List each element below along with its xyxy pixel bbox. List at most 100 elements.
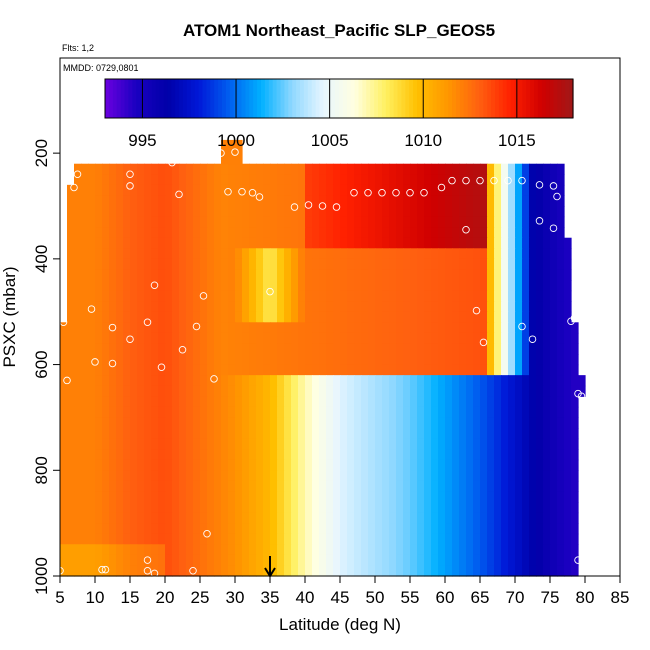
heatmap-cell	[95, 227, 103, 239]
heatmap-cell	[501, 237, 509, 249]
heatmap-cell	[88, 184, 96, 197]
heatmap-cell	[424, 248, 432, 260]
heatmap-cell	[228, 301, 236, 313]
heatmap-cell	[571, 428, 579, 440]
heatmap-cell	[291, 227, 299, 239]
heatmap-cell	[151, 322, 159, 334]
heatmap-cell	[487, 354, 495, 366]
heatmap-cell	[515, 459, 523, 471]
heatmap-cell	[298, 248, 306, 260]
heatmap-cell	[193, 195, 201, 207]
heatmap-cell	[515, 195, 523, 207]
heatmap-cell	[207, 438, 215, 450]
heatmap-cell	[354, 544, 362, 556]
heatmap-cell	[550, 480, 558, 493]
heatmap-cell	[389, 417, 397, 429]
heatmap-cell	[81, 364, 89, 376]
heatmap-cell	[536, 502, 544, 514]
heatmap-cell	[410, 491, 418, 503]
heatmap-cell	[501, 269, 509, 281]
heatmap-cell	[144, 554, 152, 567]
heatmap-cell	[151, 554, 159, 567]
heatmap-cell	[158, 322, 166, 334]
heatmap-cell	[81, 184, 89, 197]
heatmap-cell	[375, 533, 383, 545]
heatmap-cell	[95, 375, 103, 387]
heatmap-cell	[172, 174, 180, 186]
heatmap-cell	[522, 343, 530, 355]
heatmap-cell	[529, 438, 537, 450]
heatmap-cell	[242, 544, 250, 556]
observation-point	[224, 187, 232, 196]
heatmap-cell	[319, 237, 327, 249]
heatmap-cell	[438, 290, 446, 302]
colorbar-segment	[475, 79, 480, 118]
heatmap-cell	[193, 544, 201, 556]
heatmap-cell	[543, 406, 551, 419]
colorbar-segment	[280, 79, 285, 118]
heatmap-cell	[543, 396, 551, 408]
heatmap-cell	[67, 322, 75, 334]
colorbar-segment	[565, 79, 570, 118]
heatmap-cell	[81, 417, 89, 429]
heatmap-cell	[354, 290, 362, 302]
heatmap-cell	[396, 385, 404, 397]
heatmap-cell	[487, 163, 495, 175]
colorbar-segment	[112, 79, 118, 118]
heatmap-cell	[564, 554, 572, 567]
heatmap-cell	[445, 184, 453, 197]
heatmap-cell	[473, 354, 481, 366]
heatmap-cell	[116, 216, 124, 228]
heatmap-cell	[424, 449, 432, 461]
heatmap-cell	[543, 480, 551, 493]
heatmap-cell	[151, 385, 159, 397]
heatmap-cell	[179, 174, 187, 186]
heatmap-cell	[277, 248, 285, 260]
heatmap-cell	[172, 258, 180, 271]
heatmap-cell	[431, 406, 439, 419]
heatmap-cell	[249, 332, 257, 345]
heatmap-cell	[137, 512, 145, 524]
heatmap-cell	[459, 343, 467, 355]
heatmap-cell	[256, 311, 264, 323]
heatmap-cell	[193, 174, 201, 186]
heatmap-cell	[522, 449, 530, 461]
heatmap-cell	[438, 449, 446, 461]
heatmap-cell	[137, 364, 145, 376]
heatmap-cell	[340, 332, 348, 345]
heatmap-cell	[368, 354, 376, 366]
heatmap-cell	[200, 512, 208, 524]
heatmap-cell	[158, 417, 166, 429]
heatmap-cell	[186, 237, 194, 249]
heatmap-cell	[151, 375, 159, 387]
heatmap-cell	[564, 322, 572, 334]
heatmap-cell	[403, 449, 411, 461]
heatmap-cell	[270, 248, 278, 260]
heatmap-cell	[368, 258, 376, 271]
heatmap-cell	[137, 290, 145, 302]
heatmap-cell	[403, 290, 411, 302]
heatmap-cell	[424, 332, 432, 345]
heatmap-cell	[109, 354, 117, 366]
heatmap-cell	[340, 343, 348, 355]
heatmap-cell	[263, 459, 271, 471]
heatmap-cell	[347, 396, 355, 408]
heatmap-cell	[382, 502, 390, 514]
colorbar-segment	[214, 79, 219, 118]
heatmap-cell	[431, 206, 439, 218]
colorbar-segment	[409, 79, 414, 118]
heatmap-cell	[417, 565, 425, 577]
heatmap-cell	[186, 332, 194, 345]
heatmap-cell	[354, 502, 362, 514]
observation-point	[406, 189, 414, 197]
heatmap-cell	[557, 290, 565, 302]
heatmap-cell	[249, 184, 257, 197]
heatmap-cell	[270, 364, 278, 376]
heatmap-cell	[508, 311, 516, 323]
heatmap-cell	[207, 544, 215, 556]
heatmap-cell	[116, 227, 124, 239]
heatmap-cell	[277, 269, 285, 281]
heatmap-cell	[466, 449, 474, 461]
heatmap-cell	[459, 533, 467, 545]
heatmap-cell	[431, 258, 439, 271]
